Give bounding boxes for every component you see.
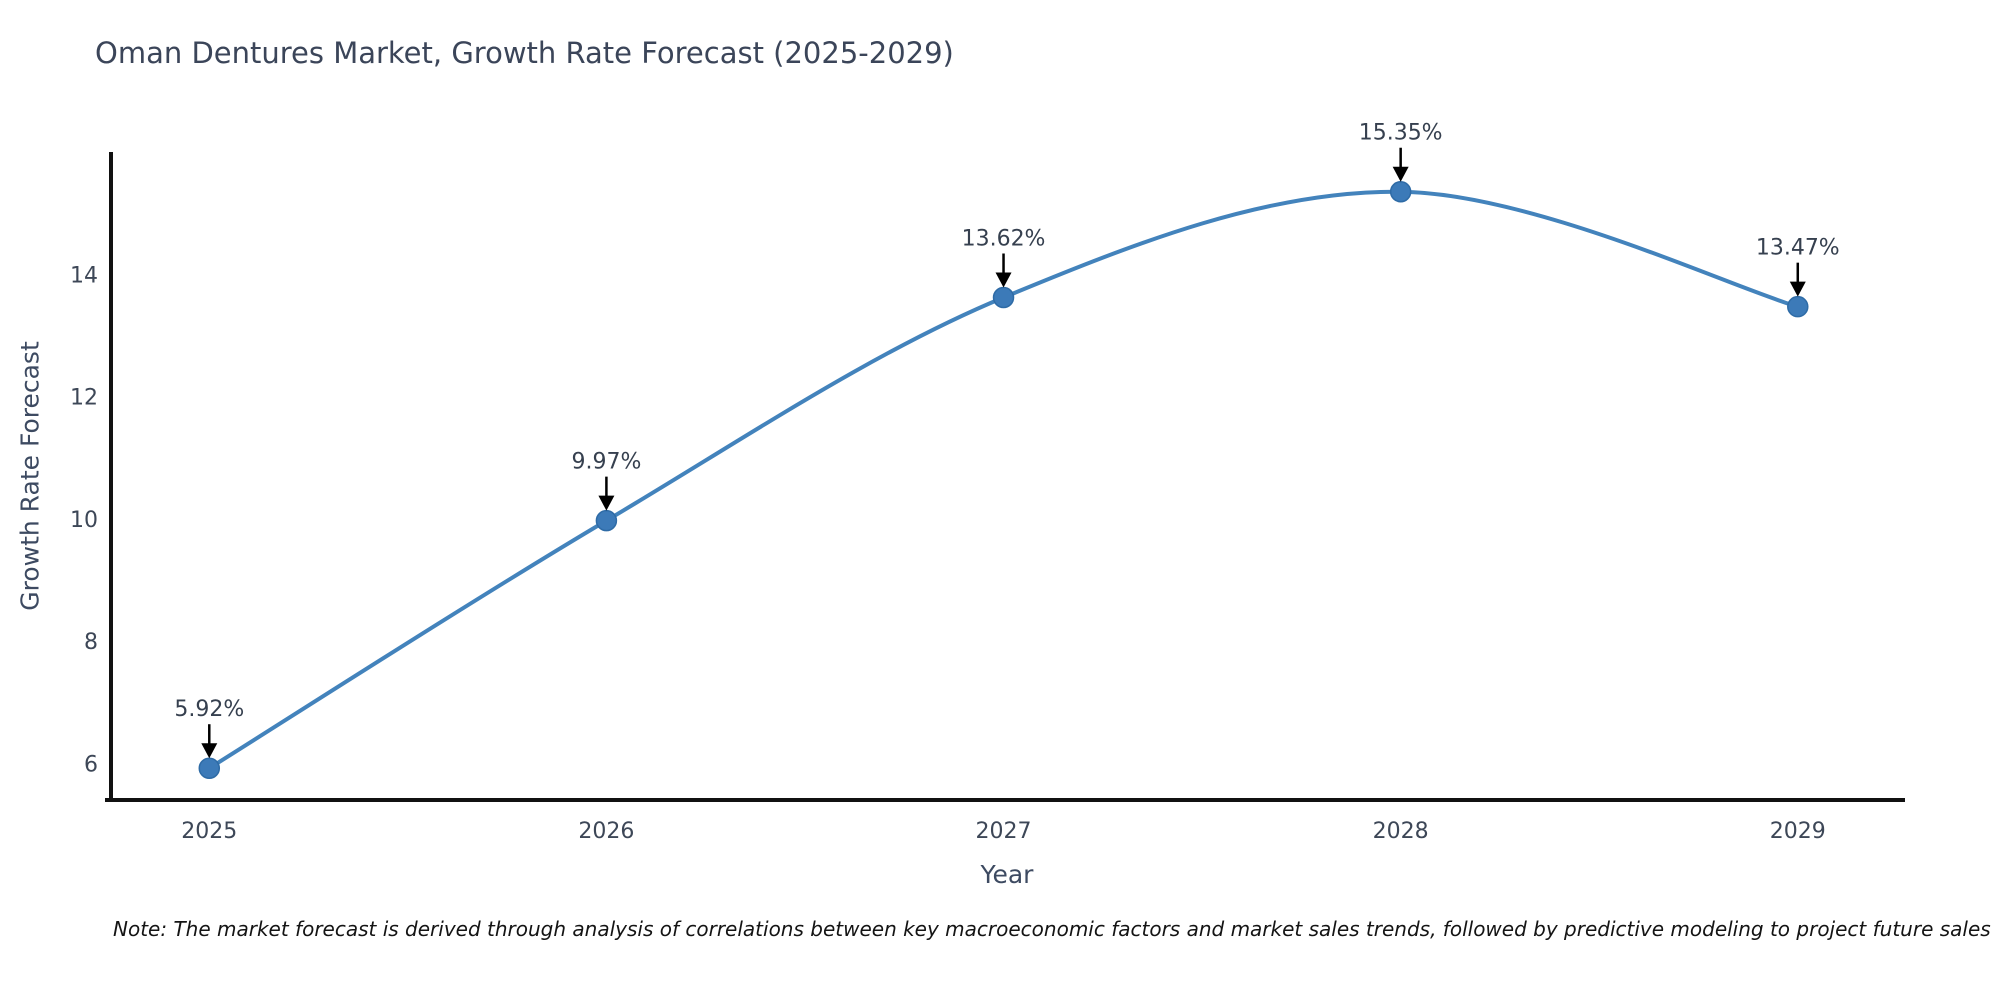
data-point-label: 9.97% xyxy=(571,450,641,475)
x-tick-label: 2029 xyxy=(1770,819,1826,844)
annotation-arrow-head xyxy=(1789,281,1806,297)
data-point xyxy=(992,286,1015,309)
y-tick-label: 8 xyxy=(84,630,98,655)
data-point-label: 13.47% xyxy=(1756,236,1840,261)
annotation-arrow-head xyxy=(201,743,218,759)
data-point-label: 5.92% xyxy=(174,697,244,722)
chart-footnote: Note: The market forecast is derived thr… xyxy=(113,917,1991,941)
x-tick-label: 2027 xyxy=(976,819,1032,844)
chart-title: Oman Dentures Market, Growth Rate Foreca… xyxy=(95,36,954,70)
data-point xyxy=(1389,180,1412,203)
annotation-arrow-head xyxy=(995,272,1012,288)
y-tick-label: 14 xyxy=(70,263,98,288)
annotation-arrow-head xyxy=(1392,166,1409,182)
annotation-arrow-head xyxy=(598,495,615,511)
data-point-label: 13.62% xyxy=(962,226,1046,251)
y-tick-label: 6 xyxy=(84,752,98,777)
data-point xyxy=(595,509,618,532)
y-tick-label: 10 xyxy=(70,508,98,533)
data-point xyxy=(198,757,221,779)
x-axis-title: Year xyxy=(980,860,1034,889)
y-axis-title: Growth Rate Forecast xyxy=(15,341,45,611)
y-tick-label: 12 xyxy=(70,386,98,411)
x-tick-label: 2026 xyxy=(578,819,634,844)
data-point xyxy=(1787,295,1809,318)
x-tick-label: 2025 xyxy=(181,819,237,844)
data-point-label: 15.35% xyxy=(1359,121,1443,146)
x-tick-label: 2028 xyxy=(1373,819,1429,844)
